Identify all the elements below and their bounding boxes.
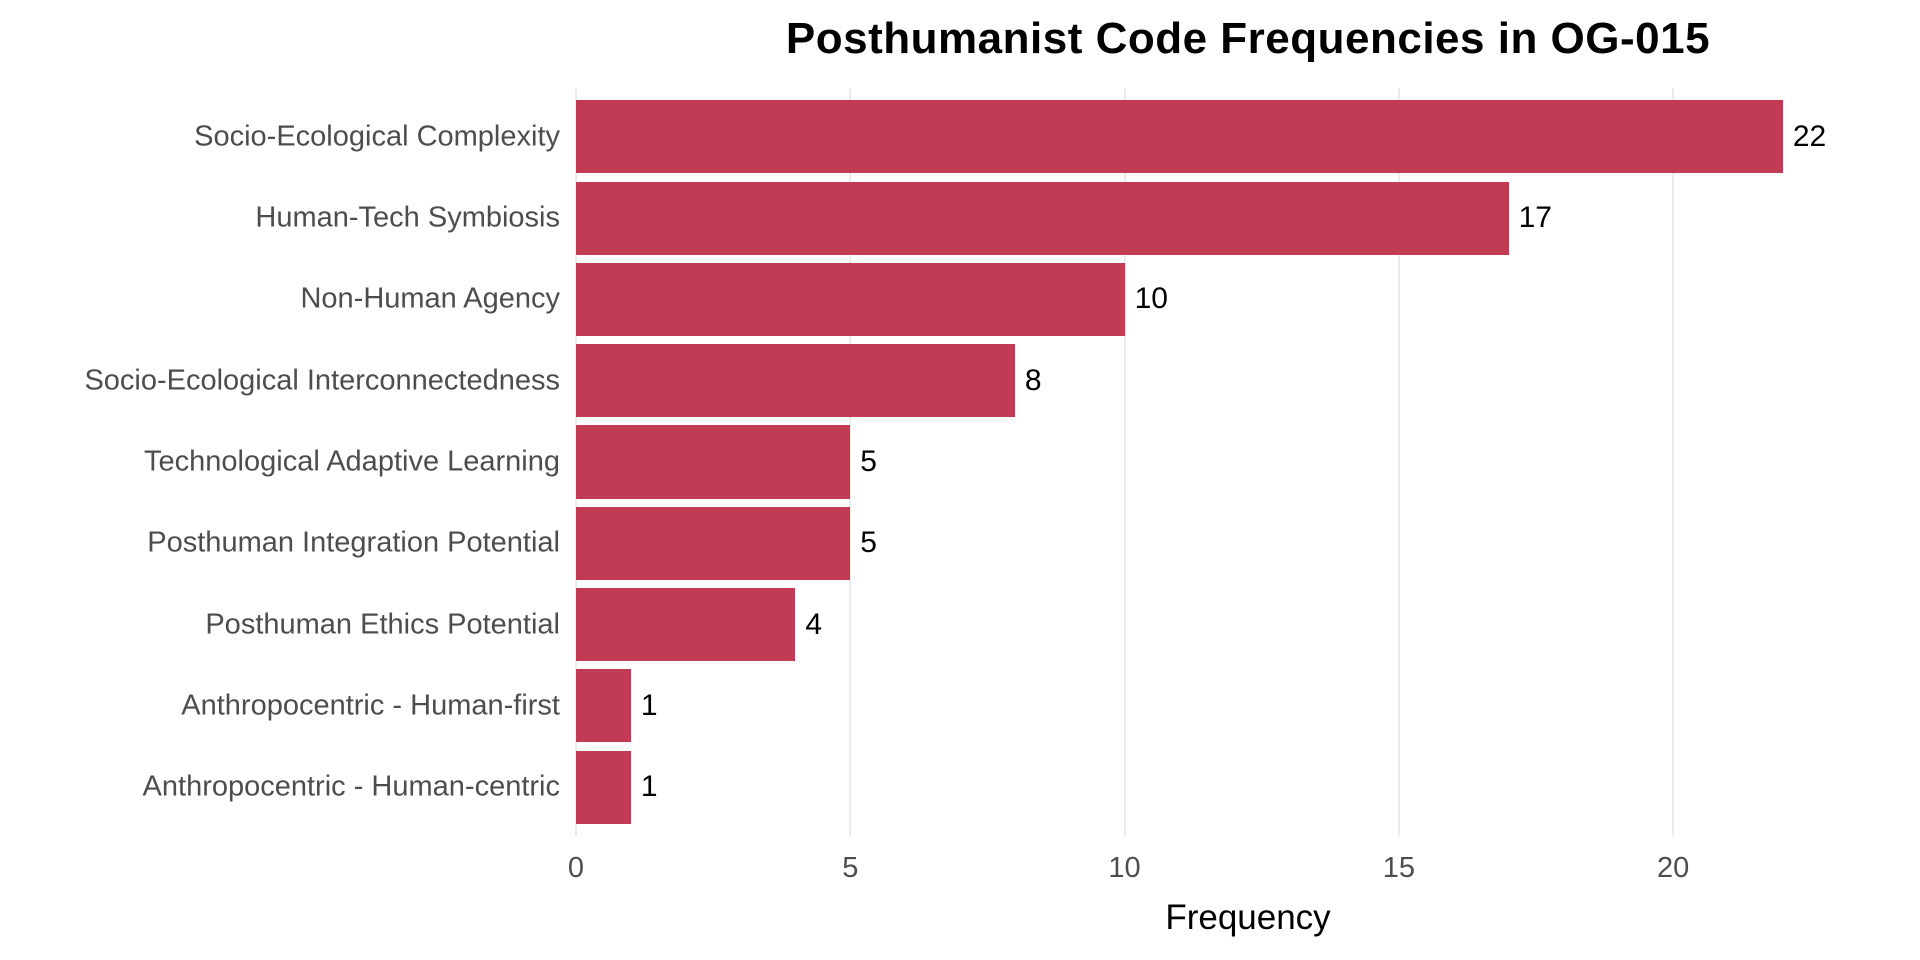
plot-area [575, 88, 1920, 836]
bar [576, 750, 631, 824]
category-label: Human-Tech Symbiosis [255, 201, 560, 234]
value-label: 1 [640, 770, 658, 804]
x-axis-title: Frequency [1165, 898, 1331, 937]
gridline-x-10 [1123, 88, 1126, 836]
bar [576, 100, 1783, 174]
bar [576, 262, 1125, 336]
chart-title: Posthumanist Code Frequencies in OG-015 [785, 14, 1711, 63]
x-tick-label: 5 [842, 852, 859, 884]
category-label: Anthropocentric - Human-centric [142, 770, 560, 803]
bar [576, 425, 851, 499]
category-label: Posthuman Ethics Potential [205, 608, 560, 641]
category-label: Non-Human Agency [300, 282, 560, 315]
bar [576, 669, 631, 743]
x-tick-label: 10 [1108, 852, 1141, 884]
value-label: 10 [1134, 282, 1168, 316]
x-tick-label: 20 [1657, 852, 1690, 884]
category-label: Technological Adaptive Learning [144, 445, 560, 478]
bar [576, 506, 851, 580]
gridline-x-5 [849, 88, 852, 836]
bar [576, 588, 796, 662]
category-label: Socio-Ecological Complexity [194, 120, 560, 153]
bar [576, 344, 1015, 418]
gridline-x-15 [1397, 88, 1400, 836]
category-label: Socio-Ecological Interconnectedness [84, 364, 560, 397]
category-label: Anthropocentric - Human-first [181, 689, 560, 722]
bar [576, 181, 1509, 255]
value-label: 8 [1024, 363, 1042, 397]
value-label: 1 [640, 688, 658, 722]
value-label: 22 [1792, 119, 1827, 153]
x-tick-label: 15 [1382, 852, 1415, 884]
value-label: 5 [860, 526, 877, 560]
value-label: 17 [1518, 201, 1552, 235]
x-tick-label: 0 [567, 852, 585, 884]
value-label: 5 [860, 445, 877, 478]
gridline-x-20 [1672, 88, 1675, 836]
value-label: 4 [805, 607, 823, 641]
category-label: Posthuman Integration Potential [147, 526, 560, 559]
